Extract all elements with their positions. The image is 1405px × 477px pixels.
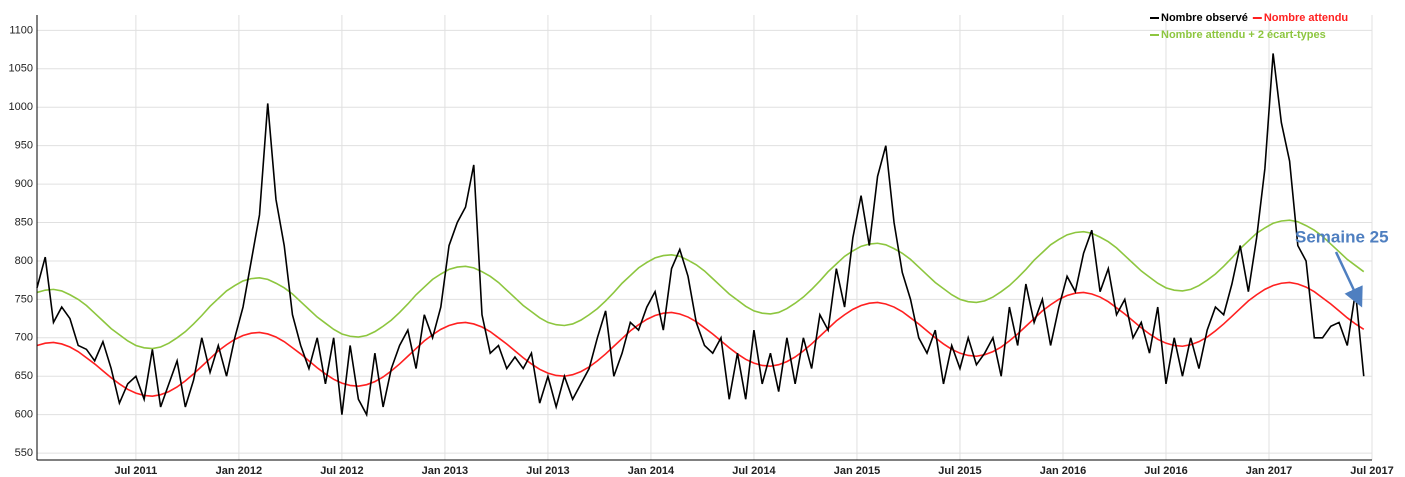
x-tick-label: Jul 2015 xyxy=(938,465,981,477)
x-tick-label: Jul 2011 xyxy=(114,465,157,477)
y-tick-label: 1100 xyxy=(9,24,33,36)
series-line xyxy=(36,219,1365,350)
x-tick-label: Jan 2014 xyxy=(628,465,675,477)
x-tick-label: Jan 2015 xyxy=(834,465,880,477)
y-tick-label: 950 xyxy=(15,140,33,152)
grid: 550 600 650 700 750 800 850 900 950 1000 1050 1100 J… xyxy=(9,15,1394,477)
y-tick-label: 800 xyxy=(15,255,33,267)
annotation: Semaine 25 xyxy=(1295,227,1389,246)
annotation-arrow xyxy=(1334,251,1363,308)
x-tick-label: Jan 2012 xyxy=(216,465,262,477)
x-tick-label: Jul 2013 xyxy=(526,465,569,477)
y-tick-label: 700 xyxy=(15,332,33,344)
series-layer xyxy=(36,53,1365,418)
legend: Nombre observé Nombre attendu Nombre atten… xyxy=(1150,12,1348,41)
y-tick-label: 600 xyxy=(15,409,33,421)
x-tick-label: Jul 2012 xyxy=(320,465,363,477)
x-tick-label: Jul 2014 xyxy=(732,465,776,477)
series-line xyxy=(36,53,1365,418)
x-tick-label: Jan 2017 xyxy=(1246,465,1292,477)
x-tick-label: Jul 2016 xyxy=(1144,465,1187,477)
legend-label: Nombre attendu xyxy=(1264,12,1348,24)
legend-label: Nombre attendu + 2 écart-types xyxy=(1161,29,1326,41)
y-tick-label: 1000 xyxy=(9,101,33,113)
x-tick-label: Jan 2013 xyxy=(422,465,468,477)
x-tick-label: Jan 2016 xyxy=(1040,465,1086,477)
x-tick-label: Jul 2017 xyxy=(1350,465,1393,477)
y-tick-label: 750 xyxy=(15,293,33,305)
y-tick-label: 850 xyxy=(15,216,33,228)
legend-label: Nombre observé xyxy=(1161,12,1248,24)
y-tick-label: 1050 xyxy=(9,63,33,75)
y-tick-label: 900 xyxy=(15,178,33,190)
y-tick-label: 550 xyxy=(15,447,33,459)
y-tick-label: 650 xyxy=(15,370,33,382)
